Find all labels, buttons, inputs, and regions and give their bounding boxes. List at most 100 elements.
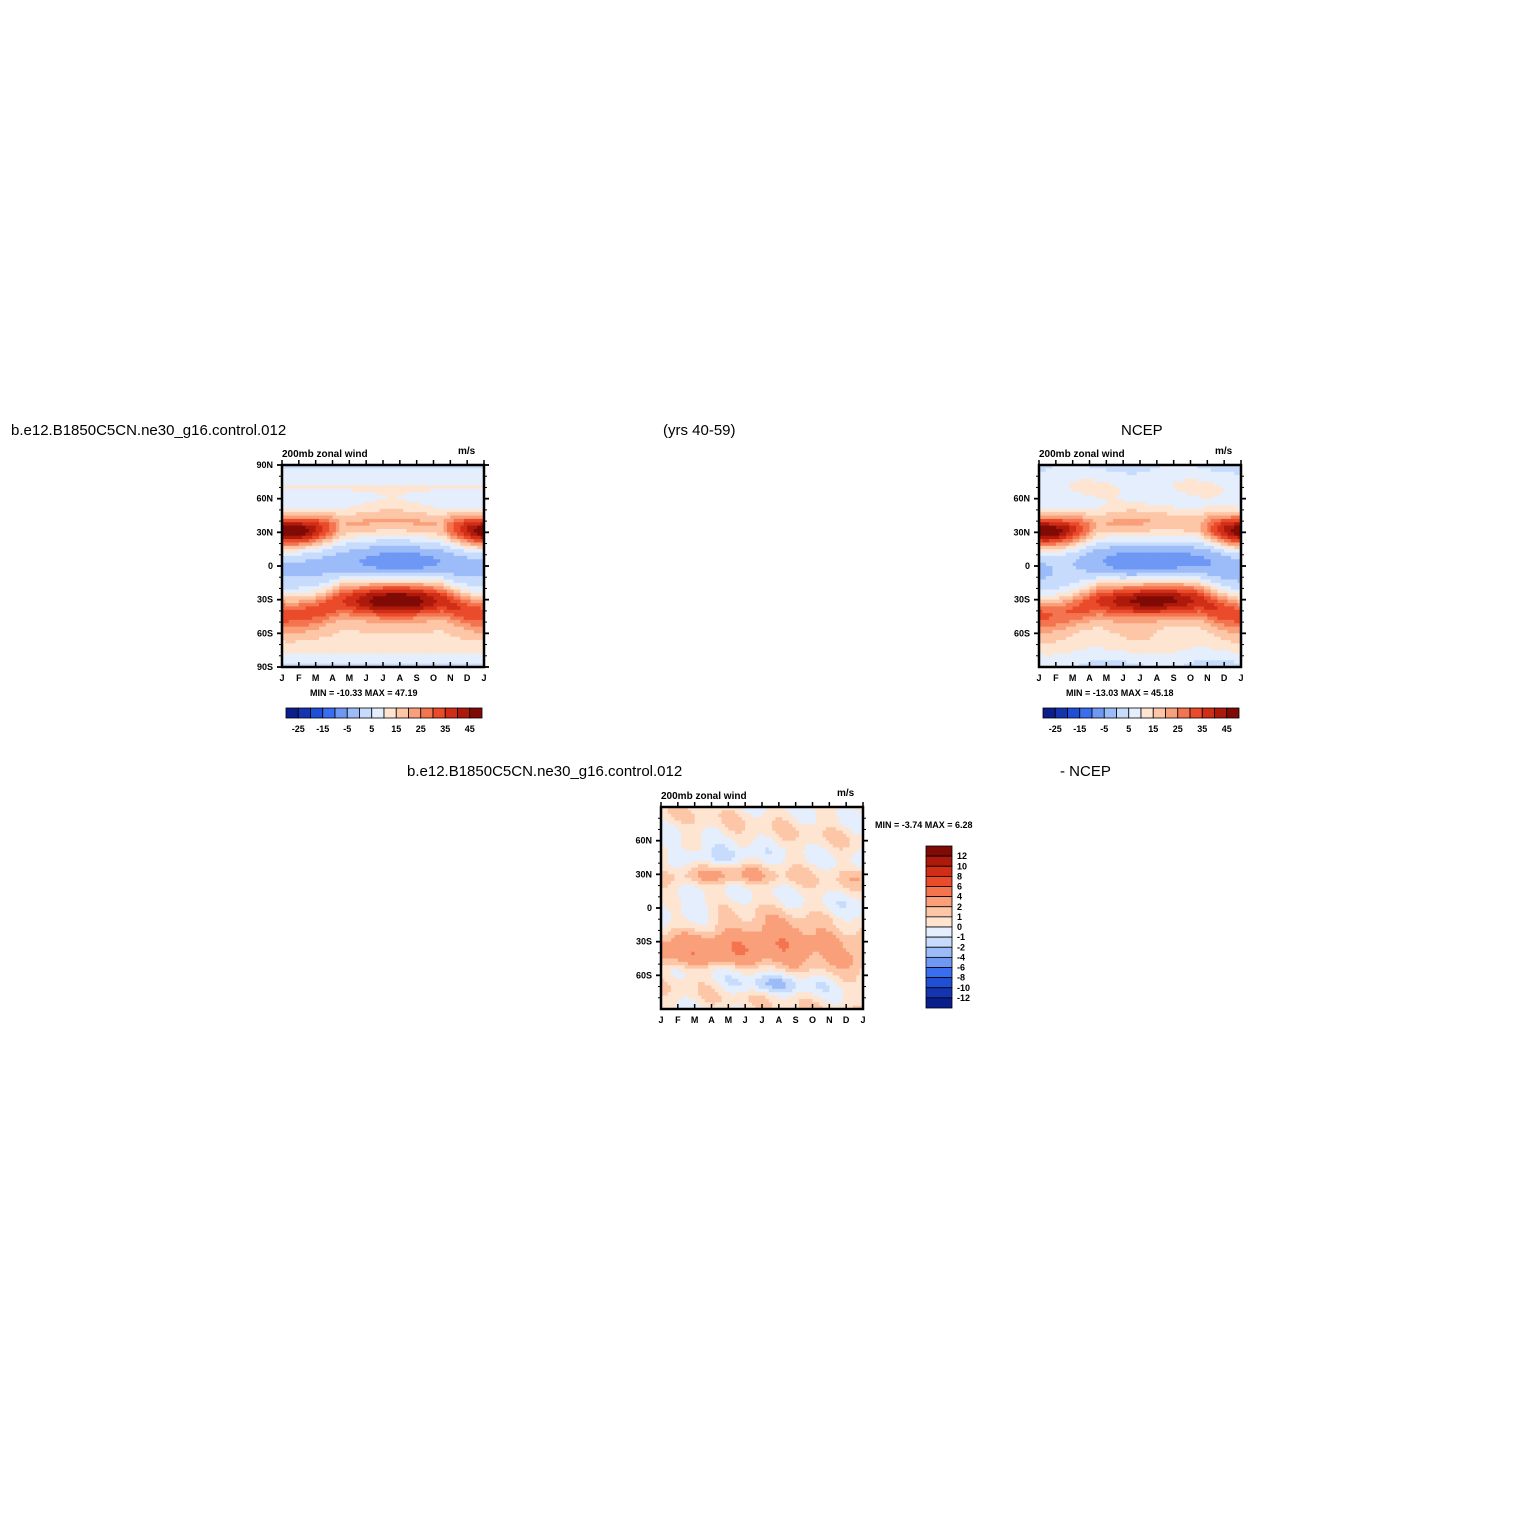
- panel-model-cell: [369, 471, 374, 476]
- panel-model-cell: [325, 596, 330, 601]
- panel-model-cell: [386, 535, 391, 540]
- panel-obs-cell: [1102, 603, 1107, 607]
- panel-model-cell: [453, 562, 458, 567]
- panel-obs-cell: [1082, 535, 1087, 540]
- panel-model-cell: [399, 660, 404, 665]
- panel-obs-cell: [1099, 619, 1104, 624]
- panel-model-cell: [430, 508, 434, 513]
- panel-model-cell: [443, 633, 448, 638]
- panel-obs-cell: [1082, 653, 1087, 658]
- panel-model-cell: [379, 508, 384, 513]
- panel-model-cell: [322, 629, 327, 634]
- panel-model-cell: [406, 586, 411, 590]
- panel-model-cell: [285, 522, 290, 526]
- panel-model-cell: [302, 562, 306, 567]
- panel-obs-cell: [1076, 609, 1080, 614]
- panel-model-cell: [332, 646, 337, 651]
- panel-model-cell: [386, 609, 391, 614]
- panel-model-cell: [413, 528, 418, 533]
- panel-model-cell: [302, 599, 306, 604]
- panel-model-cell: [376, 653, 381, 658]
- panel-model-cell: [366, 653, 370, 658]
- panel-model-cell: [457, 518, 461, 523]
- panel-model-cell: [403, 549, 407, 553]
- panel-obs-cell: [1106, 559, 1111, 564]
- panel-obs-cell: [1062, 646, 1067, 651]
- panel-model-cell: [473, 650, 478, 654]
- panel-obs-cell: [1079, 626, 1084, 631]
- panel-model-cell: [349, 528, 354, 533]
- panel-model-cell: [349, 475, 354, 479]
- panel-model-cell: [406, 643, 411, 648]
- panel-model-cell: [329, 663, 333, 668]
- panel-model-cell: [430, 535, 434, 540]
- panel-model-cell: [446, 646, 451, 651]
- panel-model-cell: [292, 640, 296, 644]
- panel-model-cell: [295, 663, 300, 668]
- panel-model-cell: [477, 609, 482, 614]
- panel-model-cell: [366, 566, 370, 570]
- panel-model-cell: [356, 606, 360, 611]
- panel-obs-cell: [1055, 663, 1060, 668]
- panel-obs-cell: [1089, 549, 1094, 553]
- panel-obs-cell: [1079, 485, 1084, 489]
- panel-model-cell: [352, 488, 357, 493]
- panel-model-cell: [329, 646, 333, 651]
- panel-model-cell: [440, 515, 444, 520]
- panel-model-cell: [359, 475, 364, 479]
- panel-obs-cell: [1096, 512, 1100, 516]
- panel-model-cell: [322, 468, 327, 473]
- panel-model-cell: [285, 515, 290, 520]
- panel-model-cell: [406, 582, 411, 587]
- panel-model-cell: [463, 488, 468, 493]
- panel-obs-cell: [1092, 465, 1097, 469]
- panel-obs-cell: [1065, 525, 1070, 530]
- panel-model-cell: [379, 539, 384, 543]
- panel-model-cell: [332, 512, 337, 516]
- panel-model-cell: [315, 512, 320, 516]
- panel-model-cell: [295, 512, 300, 516]
- panel-obs-cell: [1079, 629, 1084, 634]
- panel-model-cell: [473, 468, 478, 473]
- panel-model-cell: [302, 623, 306, 627]
- panel-model-cell: [379, 592, 384, 597]
- panel-obs-cell: [1106, 505, 1111, 510]
- panel-model-cell: [362, 613, 367, 617]
- panel-obs-cell: [1062, 502, 1067, 506]
- panel-model-cell: [383, 508, 387, 513]
- panel-model-cell: [372, 566, 377, 570]
- panel-model-cell: [305, 552, 310, 557]
- panel-model-cell: [453, 481, 458, 486]
- panel-obs-cell: [1092, 576, 1097, 580]
- panel-model-cell: [477, 582, 482, 587]
- panel-obs-cell: [1055, 613, 1060, 617]
- panel-model-cell: [473, 616, 478, 621]
- panel-model-cell: [305, 656, 310, 661]
- panel-model-cell: [339, 582, 343, 587]
- panel-model-cell: [406, 525, 411, 530]
- panel-model-cell: [319, 478, 323, 483]
- panel-obs-cell: [1065, 555, 1070, 560]
- panel-model-cell: [433, 646, 438, 651]
- panel-model-cell: [322, 559, 327, 564]
- panel-model-cell: [473, 539, 478, 543]
- panel-model-cell: [399, 562, 404, 567]
- panel-obs-cell: [1065, 616, 1070, 621]
- panel-model-cell: [470, 485, 475, 489]
- panel-model-cell: [335, 619, 340, 624]
- panel-model-cell: [322, 572, 327, 577]
- panel-obs-cell: [1076, 646, 1080, 651]
- panel-obs-cell: [1072, 599, 1077, 604]
- panel-model-cell: [443, 613, 448, 617]
- panel-obs-cell: [1055, 616, 1060, 621]
- panel-model-cell: [470, 515, 475, 520]
- panel-model-cell: [467, 539, 471, 543]
- panel-model-cell: [406, 636, 411, 641]
- panel-model-cell: [443, 485, 448, 489]
- panel-obs-cell: [1082, 512, 1087, 516]
- panel-obs-cell: [1062, 508, 1067, 513]
- panel-model-cell: [450, 539, 455, 543]
- panel-model-cell: [389, 491, 394, 496]
- panel-model-cell: [356, 592, 360, 597]
- panel-obs-cell: [1055, 626, 1060, 631]
